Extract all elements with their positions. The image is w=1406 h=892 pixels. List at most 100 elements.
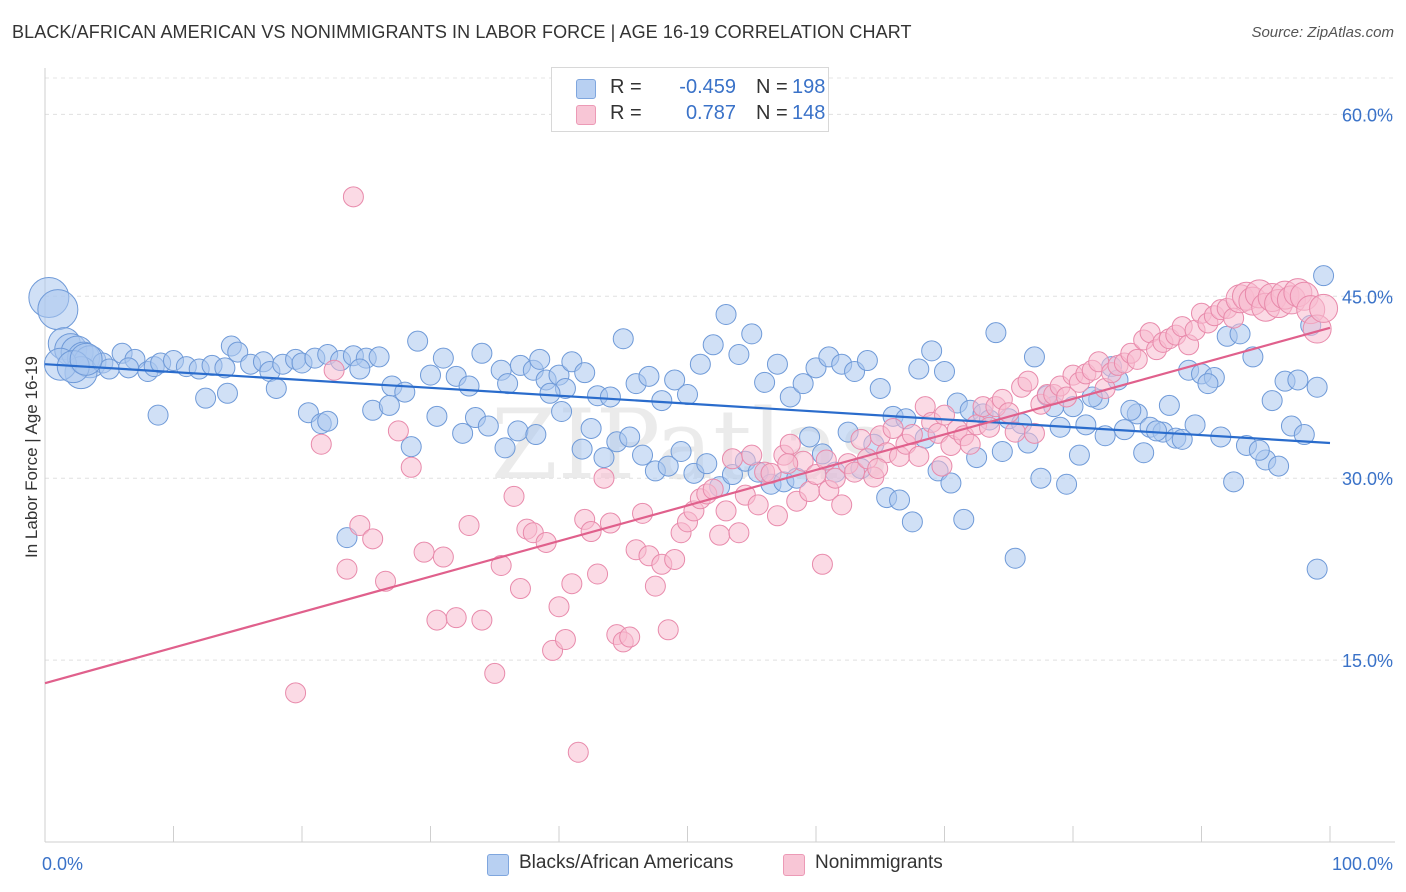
point-blacks <box>1075 414 1097 436</box>
point-nonimmigrants <box>831 494 853 516</box>
point-nonimmigrants <box>777 453 799 475</box>
point-blacks <box>1287 369 1309 391</box>
point-nonimmigrants <box>587 563 609 585</box>
point-blacks <box>497 373 519 395</box>
point-blacks <box>571 438 593 460</box>
point-blacks <box>799 426 821 448</box>
point-nonimmigrants <box>959 433 981 455</box>
point-blacks <box>452 422 474 444</box>
point-blacks <box>1306 376 1328 398</box>
point-blacks <box>856 350 878 372</box>
y-axis-label: In Labor Force | Age 16-19 <box>22 356 41 558</box>
point-nonimmigrants <box>1309 293 1339 323</box>
point-blacks <box>539 382 561 404</box>
point-blacks <box>525 424 547 446</box>
point-blacks <box>1030 467 1052 489</box>
point-blacks <box>779 386 801 408</box>
y-tick-label: 30.0% <box>1342 469 1393 489</box>
point-nonimmigrants <box>1023 422 1045 444</box>
point-blacks <box>612 328 634 350</box>
point-blacks <box>638 365 660 387</box>
point-blacks <box>985 322 1007 344</box>
point-blacks <box>792 373 814 395</box>
point-blacks <box>147 404 169 426</box>
point-blacks <box>702 334 724 356</box>
point-blacks <box>664 369 686 391</box>
point-blacks <box>265 377 287 399</box>
y-tick-labels: 15.0% 30.0% 45.0% 60.0% <box>1342 105 1393 671</box>
point-blacks <box>1056 473 1078 495</box>
point-blacks <box>1094 425 1116 447</box>
point-nonimmigrants <box>850 428 872 450</box>
point-nonimmigrants <box>471 609 493 631</box>
point-blacks <box>507 420 529 442</box>
point-blacks <box>657 455 679 477</box>
point-blacks <box>227 341 249 363</box>
trend-line-blacks <box>44 363 1331 445</box>
source-label: Source: ZipAtlas.com <box>1251 24 1394 41</box>
point-blacks <box>991 441 1013 463</box>
x-tick-label: 100.0% <box>1332 854 1393 874</box>
bottom-legend-label-nonimmigrants: Nonimmigrants <box>815 852 943 873</box>
point-nonimmigrants <box>342 186 364 208</box>
point-blacks <box>1268 455 1290 477</box>
legend-r-label: R = <box>610 102 642 124</box>
point-blacks <box>1184 414 1206 436</box>
point-blacks <box>1293 424 1315 446</box>
point-nonimmigrants <box>548 596 570 618</box>
point-nonimmigrants <box>709 524 731 546</box>
point-blacks <box>494 437 516 459</box>
point-blacks <box>37 289 79 331</box>
point-blacks <box>670 441 692 463</box>
legend-n-label: N = <box>756 102 788 124</box>
point-blacks <box>214 357 236 379</box>
point-nonimmigrants <box>285 682 307 704</box>
legend-swatch-blacks <box>576 79 596 99</box>
point-nonimmigrants <box>766 505 788 527</box>
point-blacks <box>593 447 615 469</box>
point-nonimmigrants <box>554 628 576 650</box>
point-blacks <box>574 362 596 384</box>
series-nonimmigrants-points <box>285 186 1339 763</box>
point-nonimmigrants <box>824 467 846 489</box>
point-blacks <box>195 387 217 409</box>
point-blacks <box>908 358 930 380</box>
y-tick-label: 60.0% <box>1342 105 1393 125</box>
point-blacks <box>1242 346 1264 368</box>
point-blacks <box>426 405 448 427</box>
point-nonimmigrants <box>867 457 889 479</box>
point-nonimmigrants <box>931 455 953 477</box>
point-blacks <box>619 426 641 448</box>
point-nonimmigrants <box>503 485 525 507</box>
point-blacks <box>458 375 480 397</box>
point-blacks <box>1120 399 1142 421</box>
point-blacks <box>477 415 499 437</box>
chart-title: BLACK/AFRICAN AMERICAN VS NONIMMIGRANTS … <box>12 22 912 42</box>
x-tick-labels: 0.0% 100.0% <box>42 854 1393 874</box>
legend-n-value: 148 <box>792 102 826 124</box>
stats-legend: R = -0.459 N = 198 R = 0.787 N = 148 <box>551 67 829 132</box>
point-blacks <box>336 527 358 549</box>
point-nonimmigrants <box>715 500 737 522</box>
point-blacks <box>934 360 955 382</box>
point-blacks <box>869 377 891 399</box>
point-blacks <box>420 364 441 386</box>
point-nonimmigrants <box>728 522 750 544</box>
point-nonimmigrants <box>375 570 397 592</box>
point-nonimmigrants <box>882 417 904 439</box>
point-blacks <box>728 343 750 365</box>
point-blacks <box>741 323 763 345</box>
point-blacks <box>551 400 573 422</box>
point-nonimmigrants <box>561 573 583 595</box>
bottom-legend-label-blacks: Blacks/African Americans <box>519 852 734 873</box>
point-blacks <box>953 508 975 530</box>
point-blacks <box>1023 346 1045 368</box>
point-nonimmigrants <box>445 607 467 629</box>
point-blacks <box>1306 558 1328 580</box>
point-nonimmigrants <box>362 528 384 550</box>
point-nonimmigrants <box>901 424 923 446</box>
point-nonimmigrants <box>567 741 589 763</box>
point-nonimmigrants <box>484 662 506 684</box>
point-nonimmigrants <box>664 548 686 570</box>
